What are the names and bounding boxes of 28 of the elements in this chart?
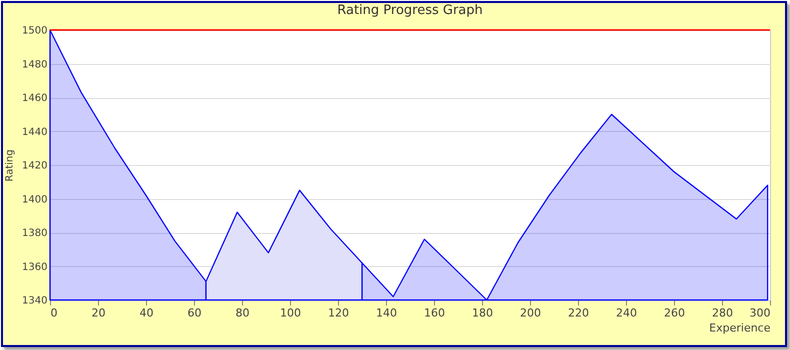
x-tick-label: 140 bbox=[376, 306, 397, 320]
x-tick-label: 280 bbox=[712, 306, 733, 320]
y-tick-label: 1460 bbox=[22, 93, 48, 104]
x-tick-label: 60 bbox=[188, 306, 202, 320]
x-tick-label: 160 bbox=[424, 306, 445, 320]
x-tick-label: 120 bbox=[328, 306, 349, 320]
y-tick-label: 1400 bbox=[22, 194, 48, 206]
y-tick-label: 1420 bbox=[22, 160, 48, 172]
x-tick-label: 300 bbox=[750, 306, 770, 320]
y-tick-label: 1500 bbox=[22, 26, 48, 36]
x-tick-label: 200 bbox=[520, 306, 541, 320]
x-tick-label: 240 bbox=[616, 306, 637, 320]
x-tick-label: 260 bbox=[664, 306, 685, 320]
chart-title: Rating Progress Graph bbox=[337, 3, 483, 18]
x-tick-label: 0 bbox=[50, 306, 58, 320]
x-tick-label: 220 bbox=[568, 306, 589, 320]
y-tick-label: 1340 bbox=[22, 296, 48, 306]
x-tick-label: 180 bbox=[472, 306, 493, 320]
x-tick-label: 20 bbox=[92, 306, 106, 320]
y-tick-label: 1360 bbox=[22, 262, 48, 273]
y-tick-label: 1480 bbox=[22, 59, 48, 70]
y-tick-label: 1440 bbox=[22, 126, 48, 138]
y-axis-title: Rating bbox=[4, 149, 16, 182]
x-tick-label: 80 bbox=[236, 306, 250, 320]
x-axis-title: Experience bbox=[709, 322, 771, 334]
y-tick-label: 1380 bbox=[22, 228, 48, 239]
x-tick-label: 40 bbox=[140, 306, 154, 320]
x-tick-label: 100 bbox=[280, 306, 301, 320]
